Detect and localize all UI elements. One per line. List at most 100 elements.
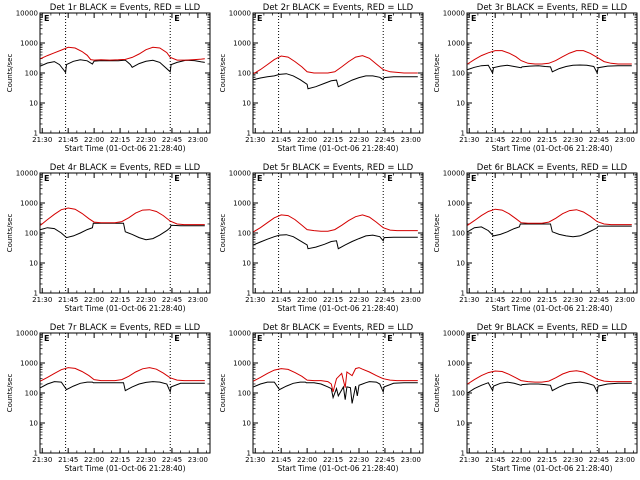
- series-lld-line: [467, 50, 632, 65]
- x-tick-label: 22:30: [349, 456, 369, 464]
- series-lld-line: [253, 55, 418, 75]
- saa-marker-label: E: [387, 14, 392, 23]
- y-axis-title: Counts/sec: [433, 54, 441, 93]
- x-tick-label: 21:45: [271, 456, 291, 464]
- y-tick-label: 100: [238, 70, 251, 78]
- x-tick-label: 21:30: [32, 296, 52, 304]
- y-tick-label: 10: [29, 100, 38, 108]
- x-tick-label: 21:30: [459, 456, 479, 464]
- y-tick-label: 100: [238, 230, 251, 238]
- x-tick-label: 23:00: [401, 296, 421, 304]
- y-tick-label: 1000: [447, 360, 465, 368]
- y-tick-label: 100: [452, 70, 465, 78]
- series-events-line: [253, 381, 418, 404]
- series-events-line: [40, 59, 205, 74]
- series-events-line: [253, 234, 418, 250]
- x-tick-label: 21:30: [32, 456, 52, 464]
- x-tick-label: 22:45: [162, 456, 182, 464]
- x-tick-label: 22:00: [297, 456, 317, 464]
- y-tick-label: 1000: [447, 200, 465, 208]
- plot-title: Det 7r BLACK = Events, RED = LLD: [50, 323, 201, 333]
- x-tick-label: 22:00: [297, 296, 317, 304]
- series-events-line: [40, 222, 205, 241]
- detector-plot: Det 6r BLACK = Events, RED = LLD 1 10 100 10…: [433, 163, 638, 313]
- saa-marker-label: E: [44, 14, 49, 23]
- x-tick-label: 21:45: [58, 136, 78, 144]
- y-tick-label: 1: [461, 450, 465, 458]
- x-tick-label: 22:45: [375, 296, 395, 304]
- x-tick-label: 23:00: [615, 456, 635, 464]
- x-tick-label: 23:00: [401, 136, 421, 144]
- x-tick-label: 22:30: [349, 136, 369, 144]
- x-tick-label: 23:00: [188, 296, 208, 304]
- detector-plot: Det 4r BLACK = Events, RED = LLD 1 10 100 10…: [6, 163, 211, 313]
- detector-plot: Det 7r BLACK = Events, RED = LLD 1 10 100 10…: [6, 323, 211, 473]
- detector-plot: Det 3r BLACK = Events, RED = LLD 1 10 100 10…: [433, 3, 638, 153]
- x-tick-label: 22:15: [323, 296, 343, 304]
- x-tick-label: 22:00: [511, 296, 531, 304]
- y-tick-label: 10000: [443, 330, 465, 338]
- x-tick-label: 21:45: [271, 296, 291, 304]
- x-tick-label: 22:30: [349, 296, 369, 304]
- x-tick-label: 22:15: [537, 296, 557, 304]
- y-axis-title: Counts/sec: [219, 214, 227, 253]
- series-lld-line: [467, 208, 632, 226]
- x-tick-label: 21:45: [58, 296, 78, 304]
- saa-marker-label: E: [601, 174, 606, 183]
- y-tick-label: 1000: [233, 200, 251, 208]
- y-tick-label: 1000: [447, 40, 465, 48]
- saa-marker-label: E: [601, 334, 606, 343]
- y-tick-label: 10000: [16, 170, 38, 178]
- x-tick-label: 22:45: [375, 136, 395, 144]
- x-axis-title: Start Time (01-Oct-06 21:28:40): [64, 464, 185, 473]
- saa-marker-label: E: [387, 174, 392, 183]
- y-tick-label: 100: [452, 390, 465, 398]
- saa-marker-label: E: [257, 14, 262, 23]
- series-lld-line: [467, 370, 632, 385]
- x-tick-label: 22:30: [563, 456, 583, 464]
- x-tick-label: 22:15: [110, 296, 130, 304]
- series-lld-line: [253, 214, 418, 233]
- detector-plot: Det 1r BLACK = Events, RED = LLD 1 10 100 10…: [6, 3, 211, 153]
- plot-title: Det 2r BLACK = Events, RED = LLD: [263, 3, 414, 13]
- y-tick-label: 10: [29, 260, 38, 268]
- plot-title: Det 9r BLACK = Events, RED = LLD: [477, 323, 628, 333]
- x-tick-label: 22:45: [375, 456, 395, 464]
- x-tick-label: 21:30: [245, 296, 265, 304]
- x-axis-title: Start Time (01-Oct-06 21:28:40): [491, 464, 612, 473]
- y-axis-title: Counts/sec: [6, 54, 14, 93]
- x-tick-label: 21:30: [459, 296, 479, 304]
- detector-plot: Det 2r BLACK = Events, RED = LLD 1 10 100 10…: [219, 3, 424, 153]
- x-axis-title: Start Time (01-Oct-06 21:28:40): [277, 144, 398, 153]
- saa-marker-label: E: [44, 174, 49, 183]
- y-tick-label: 100: [452, 230, 465, 238]
- y-tick-label: 100: [25, 70, 38, 78]
- x-tick-label: 22:15: [110, 136, 130, 144]
- x-tick-label: 22:30: [563, 296, 583, 304]
- y-tick-label: 10: [242, 420, 251, 428]
- x-axis-title: Start Time (01-Oct-06 21:28:40): [64, 144, 185, 153]
- saa-marker-label: E: [174, 174, 179, 183]
- series-lld-line: [40, 367, 205, 382]
- series-events-line: [253, 73, 418, 90]
- y-tick-label: 1: [247, 130, 251, 138]
- plot-title: Det 5r BLACK = Events, RED = LLD: [263, 163, 414, 173]
- y-tick-label: 1: [34, 290, 38, 298]
- y-tick-label: 1000: [233, 40, 251, 48]
- x-tick-label: 22:45: [589, 136, 609, 144]
- x-tick-label: 22:00: [511, 136, 531, 144]
- saa-marker-label: E: [387, 334, 392, 343]
- x-tick-label: 21:30: [459, 136, 479, 144]
- x-tick-label: 22:15: [323, 456, 343, 464]
- plot-title: Det 3r BLACK = Events, RED = LLD: [477, 3, 628, 13]
- y-tick-label: 1: [461, 130, 465, 138]
- y-tick-label: 1000: [20, 200, 38, 208]
- y-tick-label: 1000: [20, 40, 38, 48]
- x-tick-label: 22:30: [136, 296, 156, 304]
- x-tick-label: 21:30: [245, 456, 265, 464]
- y-tick-label: 1: [461, 290, 465, 298]
- y-tick-label: 10000: [16, 10, 38, 18]
- y-tick-label: 10000: [229, 10, 251, 18]
